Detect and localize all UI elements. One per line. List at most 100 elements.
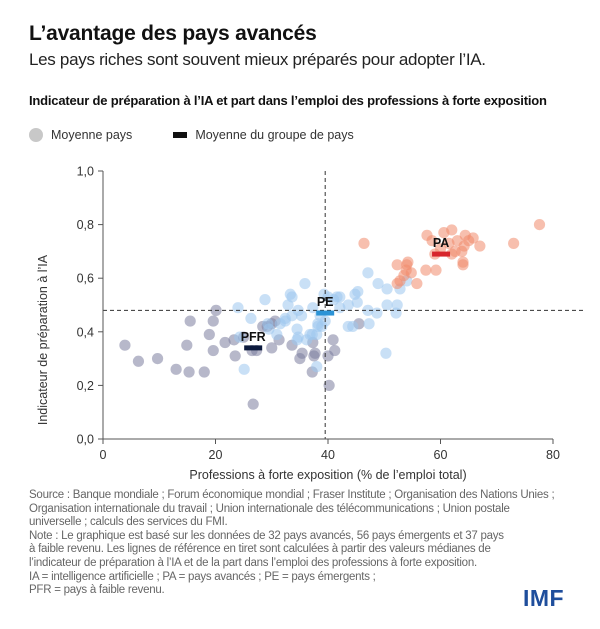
data-point-pa xyxy=(411,277,423,290)
footnote-line: universelle ; calculs des services du FM… xyxy=(29,516,228,529)
data-point-pfr xyxy=(294,353,306,365)
page-subtitle: Les pays riches sont souvent mieux prépa… xyxy=(29,50,486,69)
axes: 0,0 0,2 0,4 0,6 0,8 1,0 0 20 40 60 80 xyxy=(77,165,560,463)
data-point-pe xyxy=(279,312,291,324)
data-point-pa xyxy=(457,259,469,271)
data-point-pa xyxy=(434,243,447,255)
reference-lines xyxy=(103,171,583,439)
data-point-pe xyxy=(282,299,294,311)
data-point-pfr xyxy=(266,342,278,354)
data-point-pe xyxy=(347,320,359,333)
data-point-pfr xyxy=(132,355,145,367)
data-point-pe xyxy=(299,277,311,290)
footnote-line: Organisation internationale du travail ;… xyxy=(29,502,510,515)
y-axis-label: Indicateur de préparation à l’IA xyxy=(36,254,50,425)
legend-label: Moyenne pays xyxy=(51,128,133,142)
group-mean-bar-pe xyxy=(316,310,335,316)
group-means: PFR PE PA xyxy=(241,236,451,351)
data-point-pa xyxy=(443,237,455,249)
imf-logo: IMF xyxy=(523,585,565,611)
data-point-pfr xyxy=(229,350,241,362)
data-point-pe xyxy=(390,307,402,319)
data-point-pe xyxy=(263,323,275,335)
data-point-pe xyxy=(381,283,393,295)
circle-icon xyxy=(29,128,43,142)
footnote-line: à faible revenu. Les lignes de référence… xyxy=(29,543,491,556)
data-point-pe xyxy=(381,299,393,311)
y-tick-label: 0,2 xyxy=(77,379,94,393)
data-point-pe xyxy=(259,294,271,306)
page-title: L’avantage des pays avancés xyxy=(29,22,317,45)
data-point-pe xyxy=(380,347,392,359)
data-point-pfr xyxy=(181,339,193,351)
data-point-pfr xyxy=(207,315,219,327)
data-point-pfr xyxy=(323,379,335,391)
legend: Moyenne pays Moyenne du groupe de pays xyxy=(29,128,392,142)
data-point-pe xyxy=(295,310,308,322)
x-tick-label: 20 xyxy=(209,448,223,462)
bar-icon xyxy=(173,132,188,138)
data-point-pfr xyxy=(247,398,259,410)
data-point-pa xyxy=(474,240,486,252)
group-mean-bar-pfr xyxy=(244,345,263,351)
group-mean-label-pfr: PFR xyxy=(241,330,266,344)
legend-item-group-average: Moyenne du groupe de pays xyxy=(170,128,354,142)
data-point-pe xyxy=(284,288,296,300)
data-point-pe xyxy=(363,318,375,330)
footnote: Source : Banque mondiale ; Forum économi… xyxy=(29,489,569,598)
data-point-pa xyxy=(420,264,432,276)
data-point-pfr xyxy=(203,328,215,341)
data-point-pe xyxy=(342,299,354,311)
chart-title: Indicateur de préparation à l’IA et part… xyxy=(29,93,547,108)
data-point-pa xyxy=(398,269,410,282)
legend-label: Moyenne du groupe de pays xyxy=(195,128,354,142)
footnote-line: l’indicateur de préparation à l’IA et de… xyxy=(29,556,477,569)
group-mean-label-pe: PE xyxy=(317,295,334,309)
data-point-pa xyxy=(451,235,463,247)
group-mean-bar-pa xyxy=(432,251,451,257)
data-point-pfr xyxy=(183,366,195,378)
data-point-pa xyxy=(533,219,546,231)
x-tick-label: 0 xyxy=(100,448,107,462)
y-tick-label: 0,4 xyxy=(77,325,94,339)
data-point-pe xyxy=(232,302,244,314)
data-point-pfr xyxy=(119,339,131,351)
data-point-pfr xyxy=(327,334,339,346)
legend-item-country-average: Moyenne pays xyxy=(29,128,132,142)
y-tick-label: 0,6 xyxy=(77,272,94,286)
x-tick-label: 40 xyxy=(321,448,335,462)
data-point-pe xyxy=(301,334,313,346)
footnote-line: IA = intelligence artificielle ; PA = pa… xyxy=(29,570,376,583)
data-point-pfr xyxy=(184,315,196,327)
footnote-line: PFR = pays à faible revenu. xyxy=(29,584,165,597)
data-point-pa xyxy=(391,259,403,271)
x-axis-label: Professions à forte exposition (% de l’e… xyxy=(189,468,466,482)
data-point-pe xyxy=(362,267,374,279)
data-point-pe xyxy=(371,307,383,319)
data-point-pa xyxy=(446,248,458,260)
data-point-pe xyxy=(291,334,303,346)
data-point-pe xyxy=(234,331,246,343)
data-point-pfr xyxy=(198,366,210,378)
data-point-pfr xyxy=(151,353,164,365)
data-point-pe xyxy=(311,361,323,373)
data-point-pe xyxy=(245,312,257,324)
y-tick-label: 0,8 xyxy=(77,218,94,232)
data-point-pe xyxy=(362,304,374,316)
y-tick-label: 0,0 xyxy=(77,433,94,447)
data-point-pfr xyxy=(207,344,219,357)
data-point-pe xyxy=(271,328,283,341)
data-point-pa xyxy=(391,277,403,290)
data-point-pa xyxy=(508,237,520,249)
data-point-pfr xyxy=(170,363,182,375)
data-point-pe xyxy=(318,288,330,300)
data-point-pe xyxy=(328,294,340,306)
data-point-pa xyxy=(426,235,438,247)
footnote-line: Note : Le graphique est basé sur les don… xyxy=(29,529,504,542)
group-mean-label-pa: PA xyxy=(433,236,449,250)
x-tick-label: 80 xyxy=(546,448,560,462)
data-point-pe xyxy=(349,288,361,300)
data-point-pfr xyxy=(329,344,341,357)
data-point-pe xyxy=(311,328,323,341)
data-point-pa xyxy=(446,224,458,236)
